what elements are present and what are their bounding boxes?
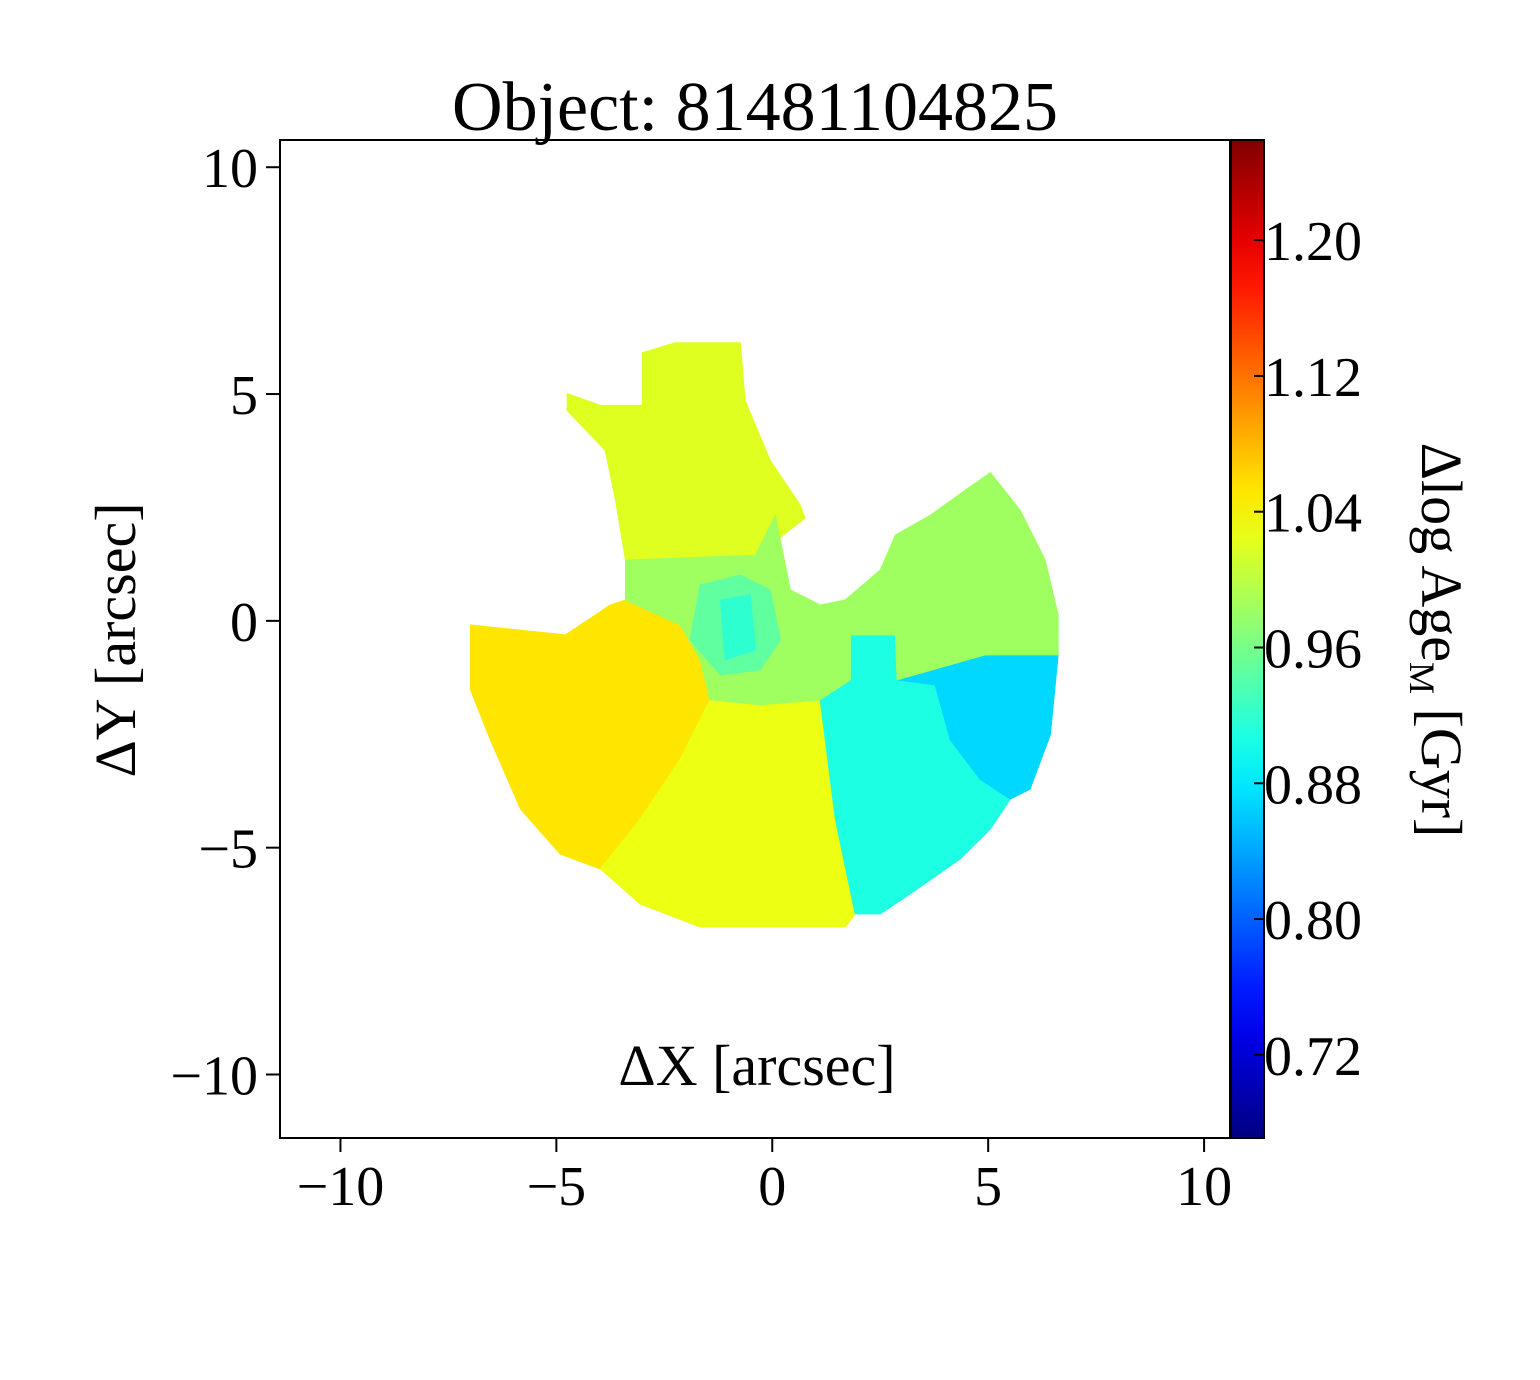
colorbar-tick-label: 1.04 bbox=[1264, 483, 1362, 545]
colorbar bbox=[1230, 139, 1265, 1139]
colorbar-tick-label: 0.80 bbox=[1264, 890, 1362, 952]
x-tick-label: 5 bbox=[974, 1156, 1002, 1218]
chart-title: Object: 81481104825 bbox=[452, 69, 1058, 146]
bin-region bbox=[719, 594, 756, 661]
bin-region bbox=[566, 342, 806, 561]
y-axis-label: ΔY [arcsec] bbox=[83, 502, 148, 777]
colorbar-tick-label: 0.72 bbox=[1264, 1026, 1362, 1088]
y-tick-label: 5 bbox=[230, 365, 258, 427]
y-tick-label: 10 bbox=[202, 138, 258, 200]
x-tick-label: −10 bbox=[297, 1156, 385, 1218]
x-tick-label: 0 bbox=[758, 1156, 786, 1218]
colorbar-tick-label: 1.12 bbox=[1264, 347, 1362, 409]
colorbar-tick-label: 0.96 bbox=[1264, 618, 1362, 680]
x-tick-label: −5 bbox=[527, 1156, 587, 1218]
colorbar-tick-label: 0.88 bbox=[1264, 754, 1362, 816]
bin-region bbox=[844, 471, 1059, 681]
colorbar-tick-label: 1.20 bbox=[1264, 211, 1362, 273]
x-tick-label: 10 bbox=[1176, 1156, 1232, 1218]
colorbar-label: Δlog AgeM [Gyr] bbox=[1402, 443, 1474, 838]
y-tick-label: −5 bbox=[198, 819, 258, 881]
colorbar-label-sub: M bbox=[1402, 662, 1442, 694]
y-tick-label: 0 bbox=[230, 592, 258, 654]
colorbar-label-main: Δlog Age bbox=[1409, 443, 1474, 662]
y-tick-label: −10 bbox=[170, 1045, 258, 1107]
x-axis-label: ΔX [arcsec] bbox=[618, 1033, 895, 1098]
colorbar-label-unit: [Gyr] bbox=[1409, 694, 1474, 837]
